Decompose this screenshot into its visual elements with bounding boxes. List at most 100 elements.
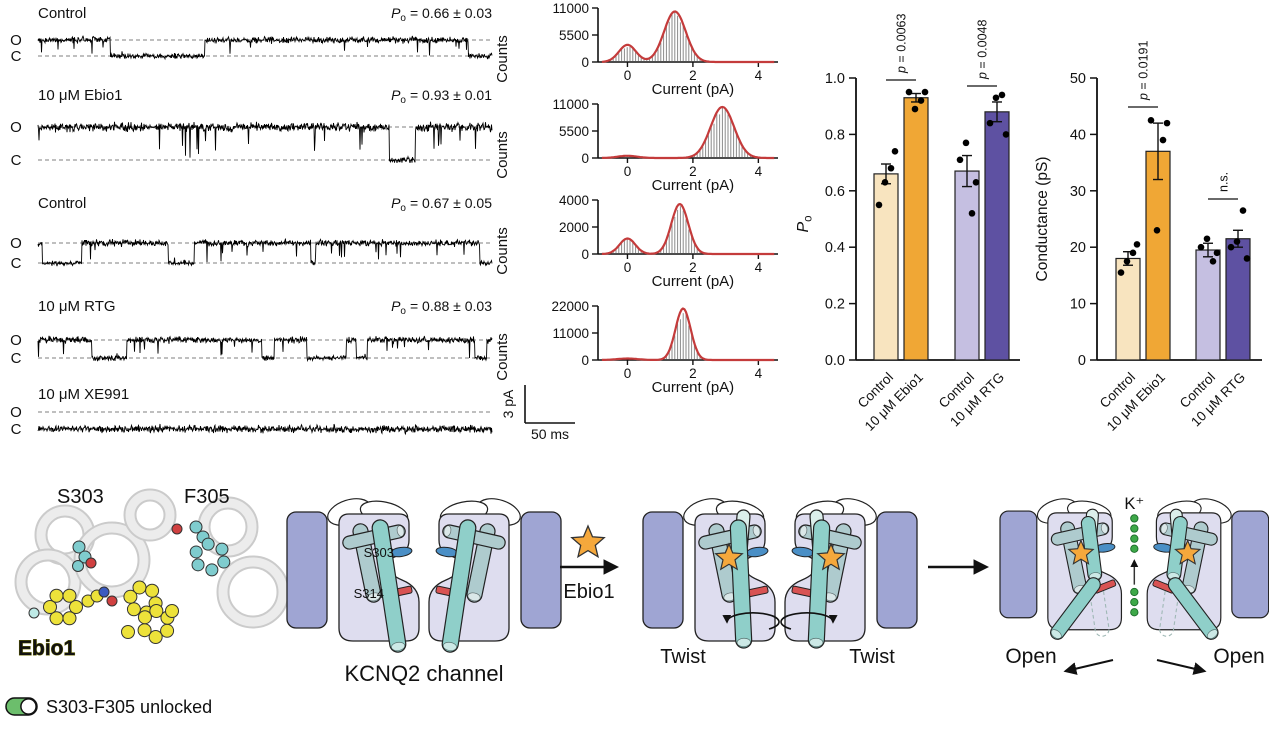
x-tick-label: 2 [689,68,697,83]
vertical-scale-label: 3 pA [500,389,516,418]
y-tick-label: 1.0 [825,71,845,87]
s6-helix [807,519,831,649]
channel-subunit [780,498,918,649]
figure-element [736,637,751,647]
figure-element: = 0.93 ± 0.01 [410,87,492,103]
figure-element: = 0.0191 [1137,41,1151,94]
y-tick-label: 5500 [559,124,589,139]
figure-element [1050,629,1062,639]
y-tick-label: 10 [1070,297,1086,313]
y-tick-label: 0 [581,247,589,262]
s6-helix-splayed [1050,577,1101,640]
splay-arrow [1156,659,1207,675]
bar-1 [1145,150,1171,361]
atom-ball [137,610,152,625]
figure-element: p [895,66,909,74]
data-point [972,179,980,186]
y-tick-label: 0.6 [825,184,845,200]
atom-ball [132,580,147,595]
figure-element [1088,578,1110,637]
membrane-domain [642,511,684,629]
y-axis-label: Counts [494,227,511,275]
atom-ball [201,537,215,551]
toggle-knob-icon [20,698,37,715]
p-value-label: n.s. [1217,172,1231,192]
figure-element: p [1137,93,1151,101]
error-bar [992,101,1002,123]
atom-ball [205,563,219,577]
kcnq2-channel-bound [642,498,918,649]
amplitude-histogram: 0 5500 11000 0 2 4 Counts Current (pA) [494,97,778,194]
x-tick-label: 0 [624,366,632,381]
data-point [1147,117,1155,124]
bar-2 [954,170,980,361]
atom-ball [49,611,64,626]
y-tick-label: 5500 [559,28,589,43]
amplitude-histograms-panel: 0 5500 11000 0 2 4 Counts Current (pA) 0 5500 1100… [494,1,778,396]
y-tick-label: 11000 [552,97,589,112]
p-value-label: p = 0.0048 [976,20,990,80]
figure-element [1050,577,1101,640]
open-probability-annotation: Po = 0.88 ± 0.03 [391,298,492,317]
atom-ball [149,604,164,619]
significance-bracket: p = 0.0191 [1128,41,1158,108]
gaussian-fit-curve [601,307,775,362]
data-point [891,148,899,155]
open-level-label: O [10,235,22,252]
current-trace [37,35,493,61]
ebio1-addition-arrow: Ebio1 [560,524,620,603]
potassium-ion [1130,597,1139,607]
atom-ball [217,555,231,569]
s6-helix [441,519,477,653]
atom-ball [189,520,203,534]
y-tick-label: 0.4 [825,240,845,256]
current-trace [37,237,493,267]
figure-element [371,519,407,653]
potassium-ion [1130,524,1139,533]
open-level-label: O [10,32,22,49]
y-tick-label: 50 [1070,71,1086,87]
y-tick-label: 0 [581,151,589,166]
site-label-s303: S303 [364,545,394,560]
atom-ball [72,540,86,554]
atom-ball [148,629,163,644]
membrane-domain [520,511,562,629]
potassium-ion [1130,544,1139,553]
channel-subunit [642,498,780,649]
residue-label-s303: S303 [57,486,104,508]
x-tick-label: 4 [755,260,763,275]
open-level-label: O [10,404,22,421]
figure-element: P [391,195,401,211]
channel-caption: KCNQ2 channel [345,661,504,686]
trace-condition-label: 10 μM RTG [38,298,116,315]
y-axis-label: Counts [494,131,511,179]
data-point [905,88,913,96]
figure-element [443,525,452,537]
atom-ball [49,588,64,603]
twist-label: Twist [849,646,895,668]
significance-bracket: p = 0.0048 [967,20,997,87]
y-axis-label: Counts [494,35,511,83]
atom-ball [121,625,135,639]
histogram-bars [609,206,704,254]
figure-element: = 0.0048 [976,20,990,73]
ebio1-star-icon [570,524,606,559]
data-point [956,156,964,164]
ligand-label-ebio1: Ebio1 [18,637,75,660]
ghost-helix [1088,578,1110,637]
y-tick-label: 0 [1078,353,1086,369]
atom-ball [171,523,183,535]
channel-subunit [428,498,562,653]
y-tick-label: 0.0 [825,353,845,369]
y-tick-label: 4000 [559,193,589,208]
trace-condition-label: Control [38,5,86,22]
x-tick-label: 0 [624,164,632,179]
data-point [1213,249,1221,257]
figure-element [1160,523,1168,534]
significance-bracket: n.s. [1208,172,1238,200]
data-point [1227,243,1235,251]
membrane-domain [999,510,1038,619]
data-point [1153,226,1161,234]
legend: S303-F305 unlocked [5,697,212,717]
